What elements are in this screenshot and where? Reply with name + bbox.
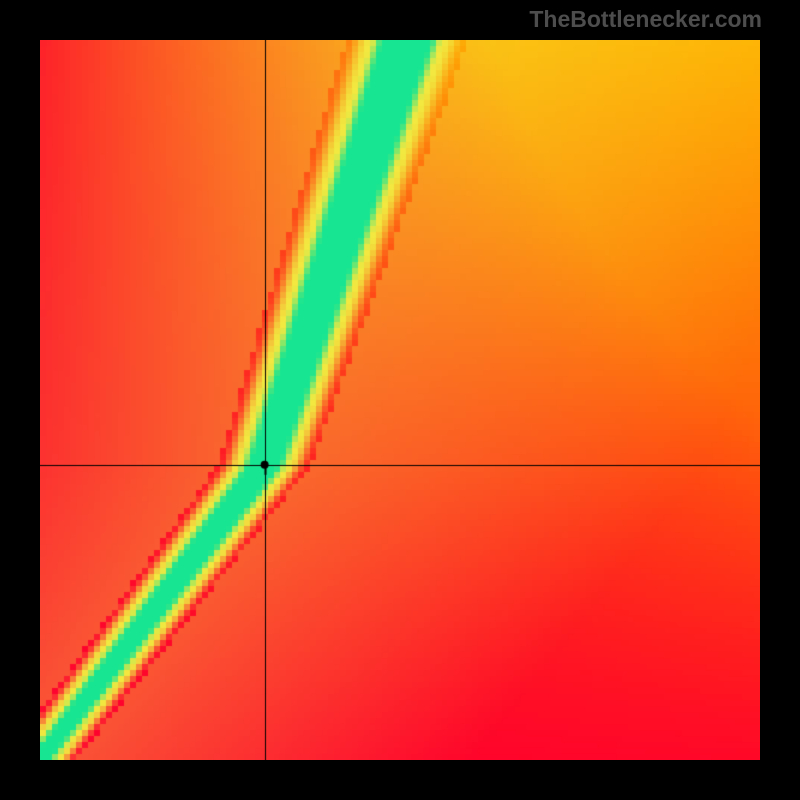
bottleneck-heatmap — [40, 40, 760, 760]
chart-container: TheBottlenecker.com — [0, 0, 800, 800]
watermark-text: TheBottlenecker.com — [529, 6, 762, 33]
